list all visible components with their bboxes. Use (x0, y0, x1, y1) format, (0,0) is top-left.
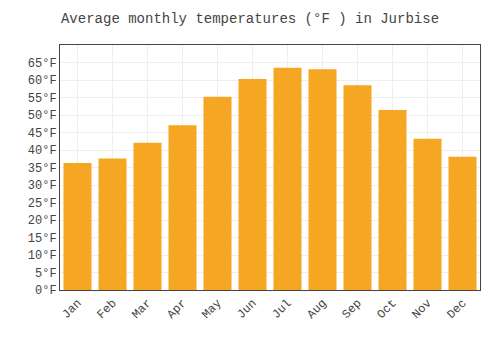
svg-text:30°F: 30°F (28, 179, 57, 193)
svg-text:Jun: Jun (234, 297, 259, 322)
svg-text:Apr: Apr (164, 297, 189, 322)
svg-text:10°F: 10°F (28, 249, 57, 263)
svg-text:Dec: Dec (444, 297, 469, 322)
svg-text:35°F: 35°F (28, 162, 57, 176)
svg-text:Jan: Jan (59, 297, 84, 322)
svg-text:40°F: 40°F (28, 144, 57, 158)
svg-text:45°F: 45°F (28, 127, 57, 141)
svg-text:15°F: 15°F (28, 232, 57, 246)
svg-text:Aug: Aug (304, 297, 329, 322)
svg-text:Mar: Mar (129, 297, 154, 322)
svg-text:55°F: 55°F (28, 92, 57, 106)
svg-text:Average monthly temperatures (: Average monthly temperatures (°F ) in Ju… (61, 11, 439, 27)
svg-text:20°F: 20°F (28, 214, 57, 228)
svg-text:Nov: Nov (409, 297, 434, 322)
svg-text:60°F: 60°F (28, 74, 57, 88)
svg-text:Feb: Feb (94, 297, 119, 322)
svg-text:5°F: 5°F (35, 267, 57, 281)
svg-text:Sep: Sep (339, 297, 364, 322)
svg-text:25°F: 25°F (28, 197, 57, 211)
svg-text:Jul: Jul (269, 297, 294, 322)
svg-text:0°F: 0°F (35, 284, 57, 298)
svg-text:May: May (199, 297, 224, 322)
svg-text:50°F: 50°F (28, 109, 57, 123)
svg-text:65°F: 65°F (28, 57, 57, 71)
svg-text:Oct: Oct (374, 297, 399, 322)
